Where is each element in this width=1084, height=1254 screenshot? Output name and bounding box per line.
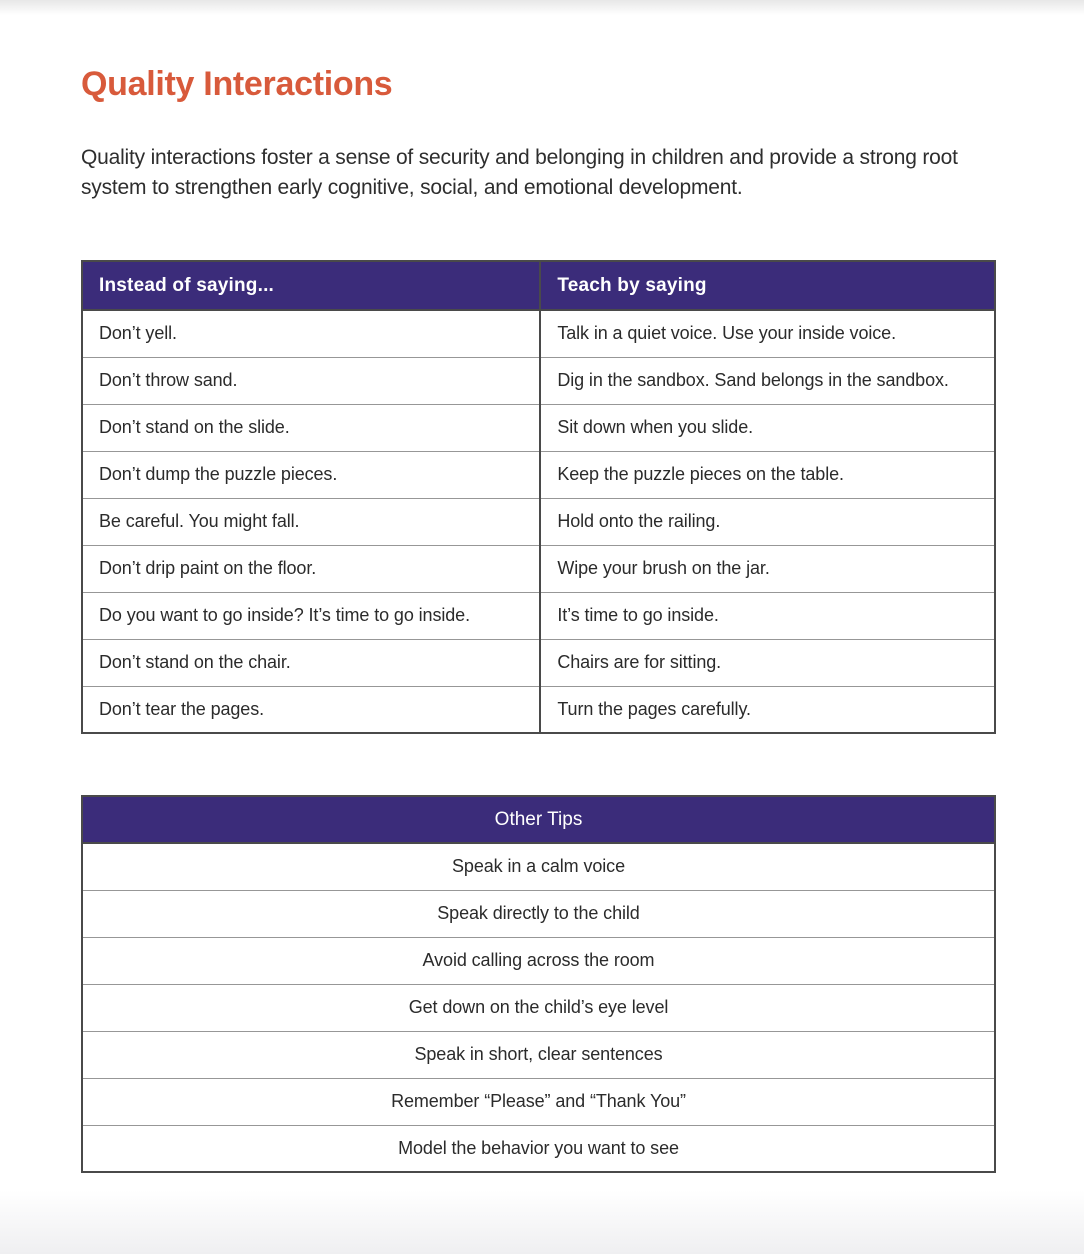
- table-row: Do you want to go inside? It’s time to g…: [80, 591, 996, 640]
- table-row: Get down on the child’s eye level: [81, 983, 996, 1032]
- teach-cell: Dig in the sandbox. Sand belongs in the …: [539, 356, 996, 405]
- instead-cell: Don’t yell.: [80, 309, 542, 358]
- tip-cell: Model the behavior you want to see: [81, 1124, 996, 1173]
- table-row: Avoid calling across the room: [81, 936, 996, 985]
- instead-cell: Be careful. You might fall.: [80, 497, 542, 546]
- teach-cell: Sit down when you slide.: [539, 403, 996, 452]
- intro-paragraph: Quality interactions foster a sense of s…: [81, 146, 958, 199]
- teach-cell: Talk in a quiet voice. Use your inside v…: [539, 309, 996, 358]
- table-row: Model the behavior you want to see: [81, 1124, 996, 1173]
- table-row: Speak in short, clear sentences: [81, 1030, 996, 1079]
- instead-cell: Don’t drip paint on the floor.: [80, 544, 542, 593]
- table-row: Don’t dump the puzzle pieces. Keep the p…: [80, 450, 996, 499]
- instead-cell: Do you want to go inside? It’s time to g…: [80, 591, 542, 640]
- column-header-teach: Teach by saying: [539, 260, 996, 311]
- page-edge-shadow-top: [0, 0, 1084, 15]
- teach-cell: Keep the puzzle pieces on the table.: [539, 450, 996, 499]
- instead-cell: Don’t stand on the slide.: [80, 403, 542, 452]
- tip-cell: Speak directly to the child: [81, 889, 996, 938]
- other-tips-table: Other Tips Speak in a calm voice Speak d…: [81, 795, 996, 1173]
- page-edge-shadow-bottom: [0, 1190, 1084, 1254]
- column-header-instead: Instead of saying...: [80, 260, 542, 311]
- page-title: Quality Interactions: [81, 65, 393, 103]
- instead-cell: Don’t tear the pages.: [80, 685, 542, 734]
- instead-cell: Don’t dump the puzzle pieces.: [80, 450, 542, 499]
- tip-cell: Get down on the child’s eye level: [81, 983, 996, 1032]
- teach-cell: It’s time to go inside.: [539, 591, 996, 640]
- instead-vs-teach-table: Instead of saying... Teach by saying Don…: [80, 260, 996, 734]
- table-row: Don’t stand on the chair. Chairs are for…: [80, 638, 996, 687]
- table-row: Don’t drip paint on the floor. Wipe your…: [80, 544, 996, 593]
- table-header-row: Instead of saying... Teach by saying: [80, 260, 996, 311]
- teach-cell: Chairs are for sitting.: [539, 638, 996, 687]
- table-row: Remember “Please” and “Thank You”: [81, 1077, 996, 1126]
- teach-cell: Wipe your brush on the jar.: [539, 544, 996, 593]
- table-row: Don’t stand on the slide. Sit down when …: [80, 403, 996, 452]
- tip-cell: Speak in short, clear sentences: [81, 1030, 996, 1079]
- page-content: Quality Interactions Quality interaction…: [80, 0, 996, 1173]
- teach-cell: Turn the pages carefully.: [539, 685, 996, 734]
- table-row: Speak in a calm voice: [81, 842, 996, 891]
- column-header-other-tips: Other Tips: [81, 795, 996, 844]
- table-row: Be careful. You might fall. Hold onto th…: [80, 497, 996, 546]
- tip-cell: Avoid calling across the room: [81, 936, 996, 985]
- instead-cell: Don’t throw sand.: [80, 356, 542, 405]
- tip-cell: Remember “Please” and “Thank You”: [81, 1077, 996, 1126]
- tip-cell: Speak in a calm voice: [81, 842, 996, 891]
- teach-cell: Hold onto the railing.: [539, 497, 996, 546]
- table-row: Speak directly to the child: [81, 889, 996, 938]
- table-row: Don’t throw sand. Dig in the sandbox. Sa…: [80, 356, 996, 405]
- table-row: Don’t tear the pages. Turn the pages car…: [80, 685, 996, 734]
- table-header-row: Other Tips: [81, 795, 996, 844]
- table-row: Don’t yell. Talk in a quiet voice. Use y…: [80, 309, 996, 358]
- instead-cell: Don’t stand on the chair.: [80, 638, 542, 687]
